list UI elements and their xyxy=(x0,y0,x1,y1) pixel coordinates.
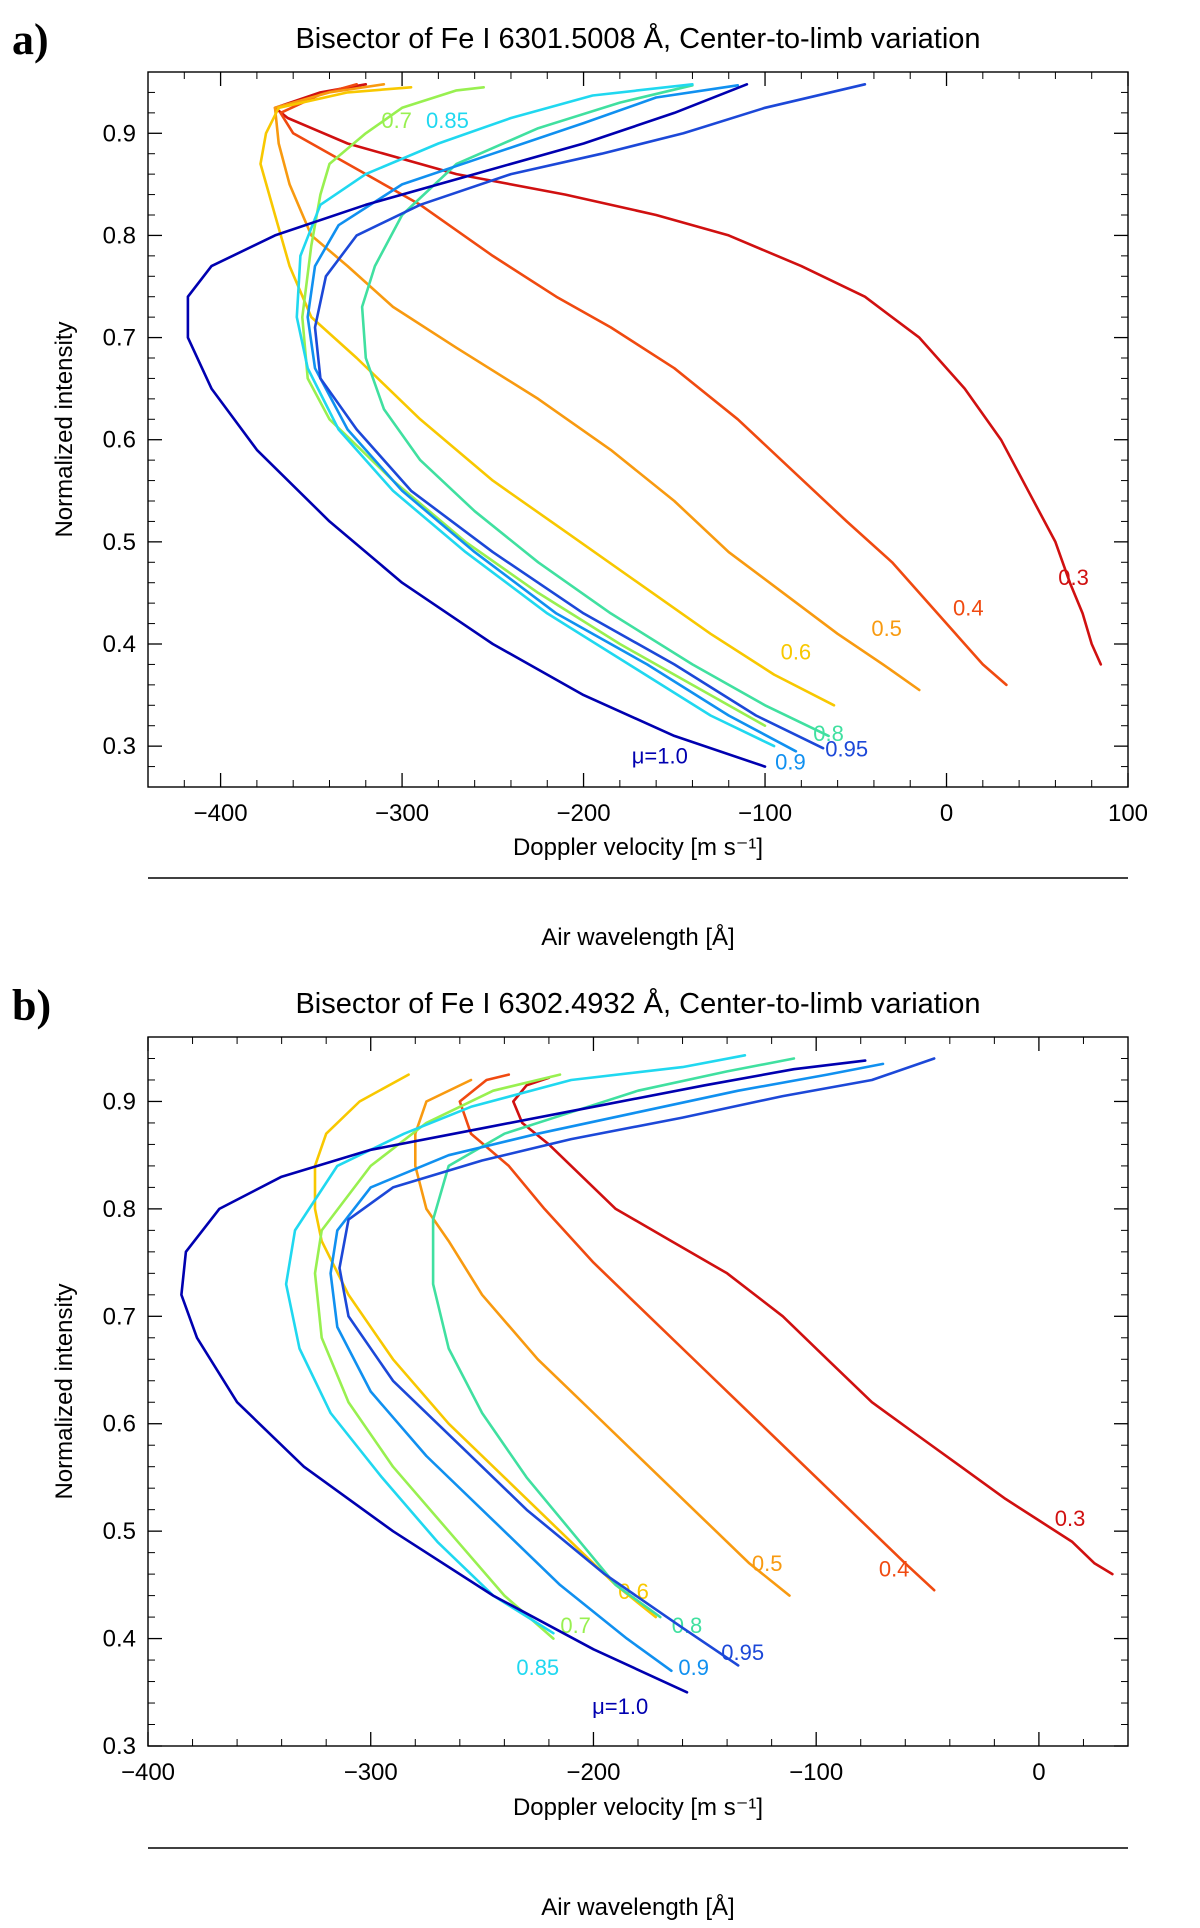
panel-b: b) Bisector of Fe I 6302.4932 Å, Center-t… xyxy=(12,981,1129,1921)
y-tick-label: 0.8 xyxy=(103,222,136,249)
series-line-0.85 xyxy=(284,1054,747,1635)
x-tick-label: −200 xyxy=(557,800,611,827)
series-line-0.7 xyxy=(313,1073,562,1640)
y-tick-label: 0.7 xyxy=(103,1303,136,1330)
chart-title: Bisector of Fe I 6302.4932 Å, Center-to-… xyxy=(295,987,980,1020)
series-line-μ=1.0 xyxy=(186,83,767,768)
y-tick-label: 0.6 xyxy=(103,427,136,454)
y-tick-label: 0.6 xyxy=(103,1411,136,1438)
y-tick-label: 0.8 xyxy=(103,1196,136,1223)
series-label: 0.5 xyxy=(871,616,902,641)
secondary-axis-title: Air wavelength [Å] xyxy=(541,923,734,951)
series-label: 0.95 xyxy=(721,1640,764,1665)
series-line-0.4 xyxy=(279,83,1008,687)
series-label: 0.4 xyxy=(953,595,984,620)
x-tick-label: −300 xyxy=(344,1759,398,1786)
series-line-0.9 xyxy=(329,1062,885,1673)
series-label: μ=1.0 xyxy=(592,1694,648,1719)
secondary-axis-title: Air wavelength [Å] xyxy=(541,1893,734,1921)
series-line-0.3 xyxy=(511,1076,1114,1576)
series-line-0.95 xyxy=(338,1057,936,1667)
series-label: 0.9 xyxy=(775,750,806,775)
panel-a: a) Bisector of Fe I 6301.5008 Å, Center-t… xyxy=(12,15,1148,951)
series-line-0.95 xyxy=(313,83,867,750)
series-label: 0.85 xyxy=(426,108,469,133)
y-tick-label: 0.5 xyxy=(103,1518,136,1545)
series-line-0.6 xyxy=(313,1073,658,1619)
series-line-μ=1.0 xyxy=(180,1059,867,1694)
series-label: 0.3 xyxy=(1058,565,1089,590)
y-tick-label: 0.3 xyxy=(103,1733,136,1760)
series-line-0.5 xyxy=(414,1078,791,1597)
y-tick-label: 0.9 xyxy=(103,120,136,147)
plot-frame xyxy=(147,1036,1129,1747)
plot-frame xyxy=(147,71,1129,788)
series-line-0.85 xyxy=(295,83,776,748)
series-label: 0.4 xyxy=(879,1556,910,1581)
series-label: 0.8 xyxy=(672,1613,703,1638)
x-axis-title: Doppler velocity [m s⁻¹] xyxy=(513,834,763,861)
series-label: 0.3 xyxy=(1055,1506,1086,1531)
x-tick-label: −100 xyxy=(738,800,792,827)
y-tick-label: 0.7 xyxy=(103,325,136,352)
series-line-0.5 xyxy=(273,83,921,692)
y-tick-label: 0.4 xyxy=(103,1626,136,1653)
series-label: μ=1.0 xyxy=(632,744,688,769)
x-tick-label: −400 xyxy=(194,800,248,827)
x-axis-title: Doppler velocity [m s⁻¹] xyxy=(513,1794,763,1821)
panel-label: a) xyxy=(12,15,49,64)
series-label: 0.95 xyxy=(825,736,868,761)
x-tick-label: −100 xyxy=(789,1759,843,1786)
x-tick-label: 0 xyxy=(940,800,953,827)
series-label: 0.9 xyxy=(678,1655,709,1680)
series-label: 0.85 xyxy=(516,1655,559,1680)
series-label: 0.6 xyxy=(781,639,812,664)
y-tick-label: 0.9 xyxy=(103,1088,136,1115)
y-axis-title: Normalized intensity xyxy=(51,321,78,537)
x-tick-label: −200 xyxy=(566,1759,620,1786)
x-tick-label: 0 xyxy=(1032,1759,1045,1786)
series-label: 0.5 xyxy=(752,1551,783,1576)
series-label: 0.7 xyxy=(381,108,412,133)
series-line-0.8 xyxy=(431,1057,796,1619)
panel-label: b) xyxy=(12,981,51,1030)
series-line-0.9 xyxy=(306,84,798,753)
series-line-0.8 xyxy=(360,84,830,738)
chart-title: Bisector of Fe I 6301.5008 Å, Center-to-… xyxy=(295,22,980,55)
y-tick-label: 0.4 xyxy=(103,631,136,658)
x-tick-label: −400 xyxy=(121,1759,175,1786)
x-tick-label: 100 xyxy=(1108,800,1148,827)
y-tick-label: 0.3 xyxy=(103,733,136,760)
y-tick-label: 0.5 xyxy=(103,529,136,556)
series-label: 0.8 xyxy=(813,721,844,746)
series-line-0.6 xyxy=(259,86,836,707)
x-tick-label: −300 xyxy=(375,800,429,827)
series-line-0.3 xyxy=(273,83,1103,666)
series-line-0.7 xyxy=(301,86,767,727)
y-axis-title: Normalized intensity xyxy=(51,1283,78,1499)
